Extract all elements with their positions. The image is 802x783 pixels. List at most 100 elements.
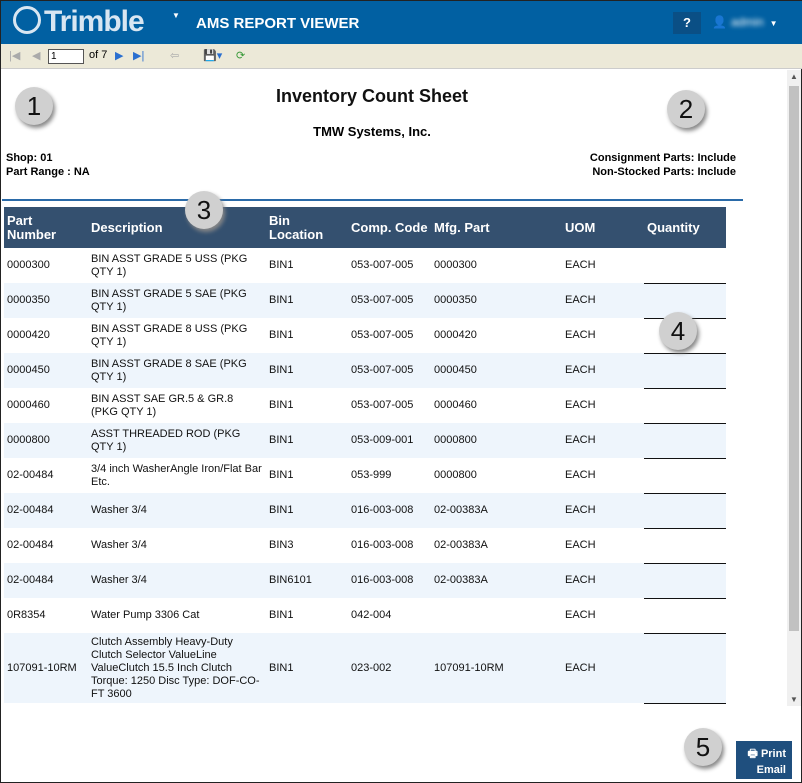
table-cell: ASST THREADED ROD (PKG QTY 1) [88,423,266,458]
table-header: Part Number Description Bin Location Comp. … [4,207,726,248]
table-cell: BIN ASST GRADE 5 USS (PKG QTY 1) [91,252,248,278]
table-row: 02-00484 Washer 3/4 BIN6101 016-003-008 02-0… [4,563,726,599]
help-button[interactable]: ? [673,12,701,34]
quantity-entry[interactable] [644,598,726,634]
print-button[interactable]: 🖶 Print [747,745,786,764]
report-title: Inventory Count Sheet [275,86,468,106]
table-cell: BIN1 [266,633,348,703]
part-range: Part Range : NA [6,166,90,178]
quantity-entry[interactable] [644,353,726,389]
table-cell: Washer 3/4 [88,563,266,598]
table-cell: BIN1 [266,493,348,528]
callout-3: 3 [185,191,223,229]
callout-1: 1 [15,87,53,125]
app-title: AMS REPORT VIEWER [196,15,360,32]
table-cell: BIN6101 [266,563,348,598]
table-cell: 016-003-008 [348,563,431,598]
export-save-icon[interactable]: 💾▾ [203,50,223,62]
vertical-scrollbar[interactable]: ▲ ▼ [787,70,801,706]
print-label: Print [760,748,786,760]
report-toolbar: |◀ ◀ of 7 ▶ ▶| ⇦ 💾▾ ⟳ [1,44,802,69]
table-row: 107091-10RM Clutch Assembly Heavy-Duty Cl… [4,633,726,704]
table-cell: 0000800 [431,423,562,458]
table-cell: 0000300 [7,259,50,271]
quantity-entry[interactable] [644,493,726,529]
table-cell: EACH [565,539,596,551]
table-cell: EACH [562,633,644,703]
quantity-entry[interactable] [644,633,726,704]
table-cell: BIN1 [269,609,294,621]
table-cell: BIN3 [269,539,294,551]
table-cell: EACH [565,259,596,271]
user-icon: 👤 [712,15,727,29]
column-header: UOM [562,207,644,248]
quantity-entry[interactable] [644,563,726,599]
first-page-icon[interactable]: |◀ [9,50,21,62]
back-icon[interactable]: ⇦ [170,50,180,62]
table-cell: BIN1 [266,283,348,318]
table-row: 0000300 BIN ASST GRADE 5 USS (PKG QTY 1) B… [4,248,726,284]
divider [2,199,743,201]
table-cell: BIN ASST GRADE 8 SAE (PKG QTY 1) [88,353,266,388]
table-cell: BIN1 [269,399,294,411]
table-row: 0000450 BIN ASST GRADE 8 SAE (PKG QTY 1) B… [4,353,726,389]
scroll-down-icon[interactable]: ▼ [790,695,798,704]
caret-down-icon[interactable]: ▼ [172,11,180,20]
quantity-entry[interactable] [644,458,726,494]
table-cell: EACH [565,399,596,411]
last-page-icon[interactable]: ▶| [133,50,145,62]
column-header: Part Number [4,207,88,248]
table-cell: Clutch Assembly Heavy-Duty Clutch Select… [88,633,266,703]
table-cell: 02-00383A [431,493,562,528]
callout-5: 5 [684,728,722,766]
brand-name: Trimble [44,5,145,38]
scroll-up-icon[interactable]: ▲ [790,72,798,81]
callout-4: 4 [659,312,697,350]
column-header: Comp. Code [348,207,431,248]
table-cell: 016-003-008 [348,493,431,528]
table-cell: 0000350 [4,283,88,318]
caret-down-icon: ▼ [769,19,778,28]
table-cell: 0000450 [431,353,562,388]
quantity-entry[interactable] [644,248,726,284]
next-page-icon[interactable]: ▶ [115,50,124,62]
trimble-logo[interactable]: Trimble [13,5,145,39]
non-stocked-parts: Non-Stocked Parts: Include [592,166,736,178]
table-cell: EACH [565,329,596,341]
email-button[interactable]: Email [756,764,786,776]
quantity-entry[interactable] [644,423,726,459]
table-cell: 02-00383A [431,563,562,598]
table-cell: Washer 3/4 [88,493,266,528]
quantity-entry[interactable] [644,528,726,564]
user-menu[interactable]: 👤 admin ▼ [712,15,778,29]
table-cell: EACH [562,283,644,318]
table-row: 02-00484 Washer 3/4 BIN1 016-003-008 02-0038… [4,493,726,529]
table-cell: 053-009-001 [348,423,431,458]
table-cell: 02-00484 [4,563,88,598]
table-row: 02-00484 Washer 3/4 BIN3 016-003-008 02-0038… [4,528,726,564]
table-cell: 02-00383A [434,539,488,551]
table-cell: 0000460 [434,399,477,411]
table-cell: BIN ASST SAE GR.5 & GR.8 (PKG QTY 1) [91,392,234,418]
table-row: 0000420 BIN ASST GRADE 8 USS (PKG QTY 1) B… [4,318,726,354]
table-row: 0000460 BIN ASST SAE GR.5 & GR.8 (PKG QTY… [4,388,726,424]
print-email-panel: 🖶 Print Email [736,741,792,779]
table-cell: BIN ASST GRADE 5 SAE (PKG QTY 1) [88,283,266,318]
prev-page-icon[interactable]: ◀ [32,50,41,62]
table-cell: 0000420 [7,329,50,341]
table-cell: Washer 3/4 [91,539,147,551]
user-name: admin [730,15,764,29]
table-cell: 042-004 [351,609,392,621]
quantity-entry[interactable] [644,388,726,424]
column-header: Bin Location [266,207,348,248]
page-input[interactable] [48,49,84,64]
table-cell: EACH [562,423,644,458]
table-cell: EACH [565,469,596,481]
scroll-thumb[interactable] [789,86,799,631]
table-cell: Water Pump 3306 Cat [91,609,200,621]
table-cell: BIN1 [269,329,294,341]
table-cell: BIN1 [266,353,348,388]
refresh-icon[interactable]: ⟳ [236,50,246,62]
table-cell: BIN1 [269,469,294,481]
report-filters-right: Consignment Parts: Include Non-Stocked Pa… [590,151,736,179]
